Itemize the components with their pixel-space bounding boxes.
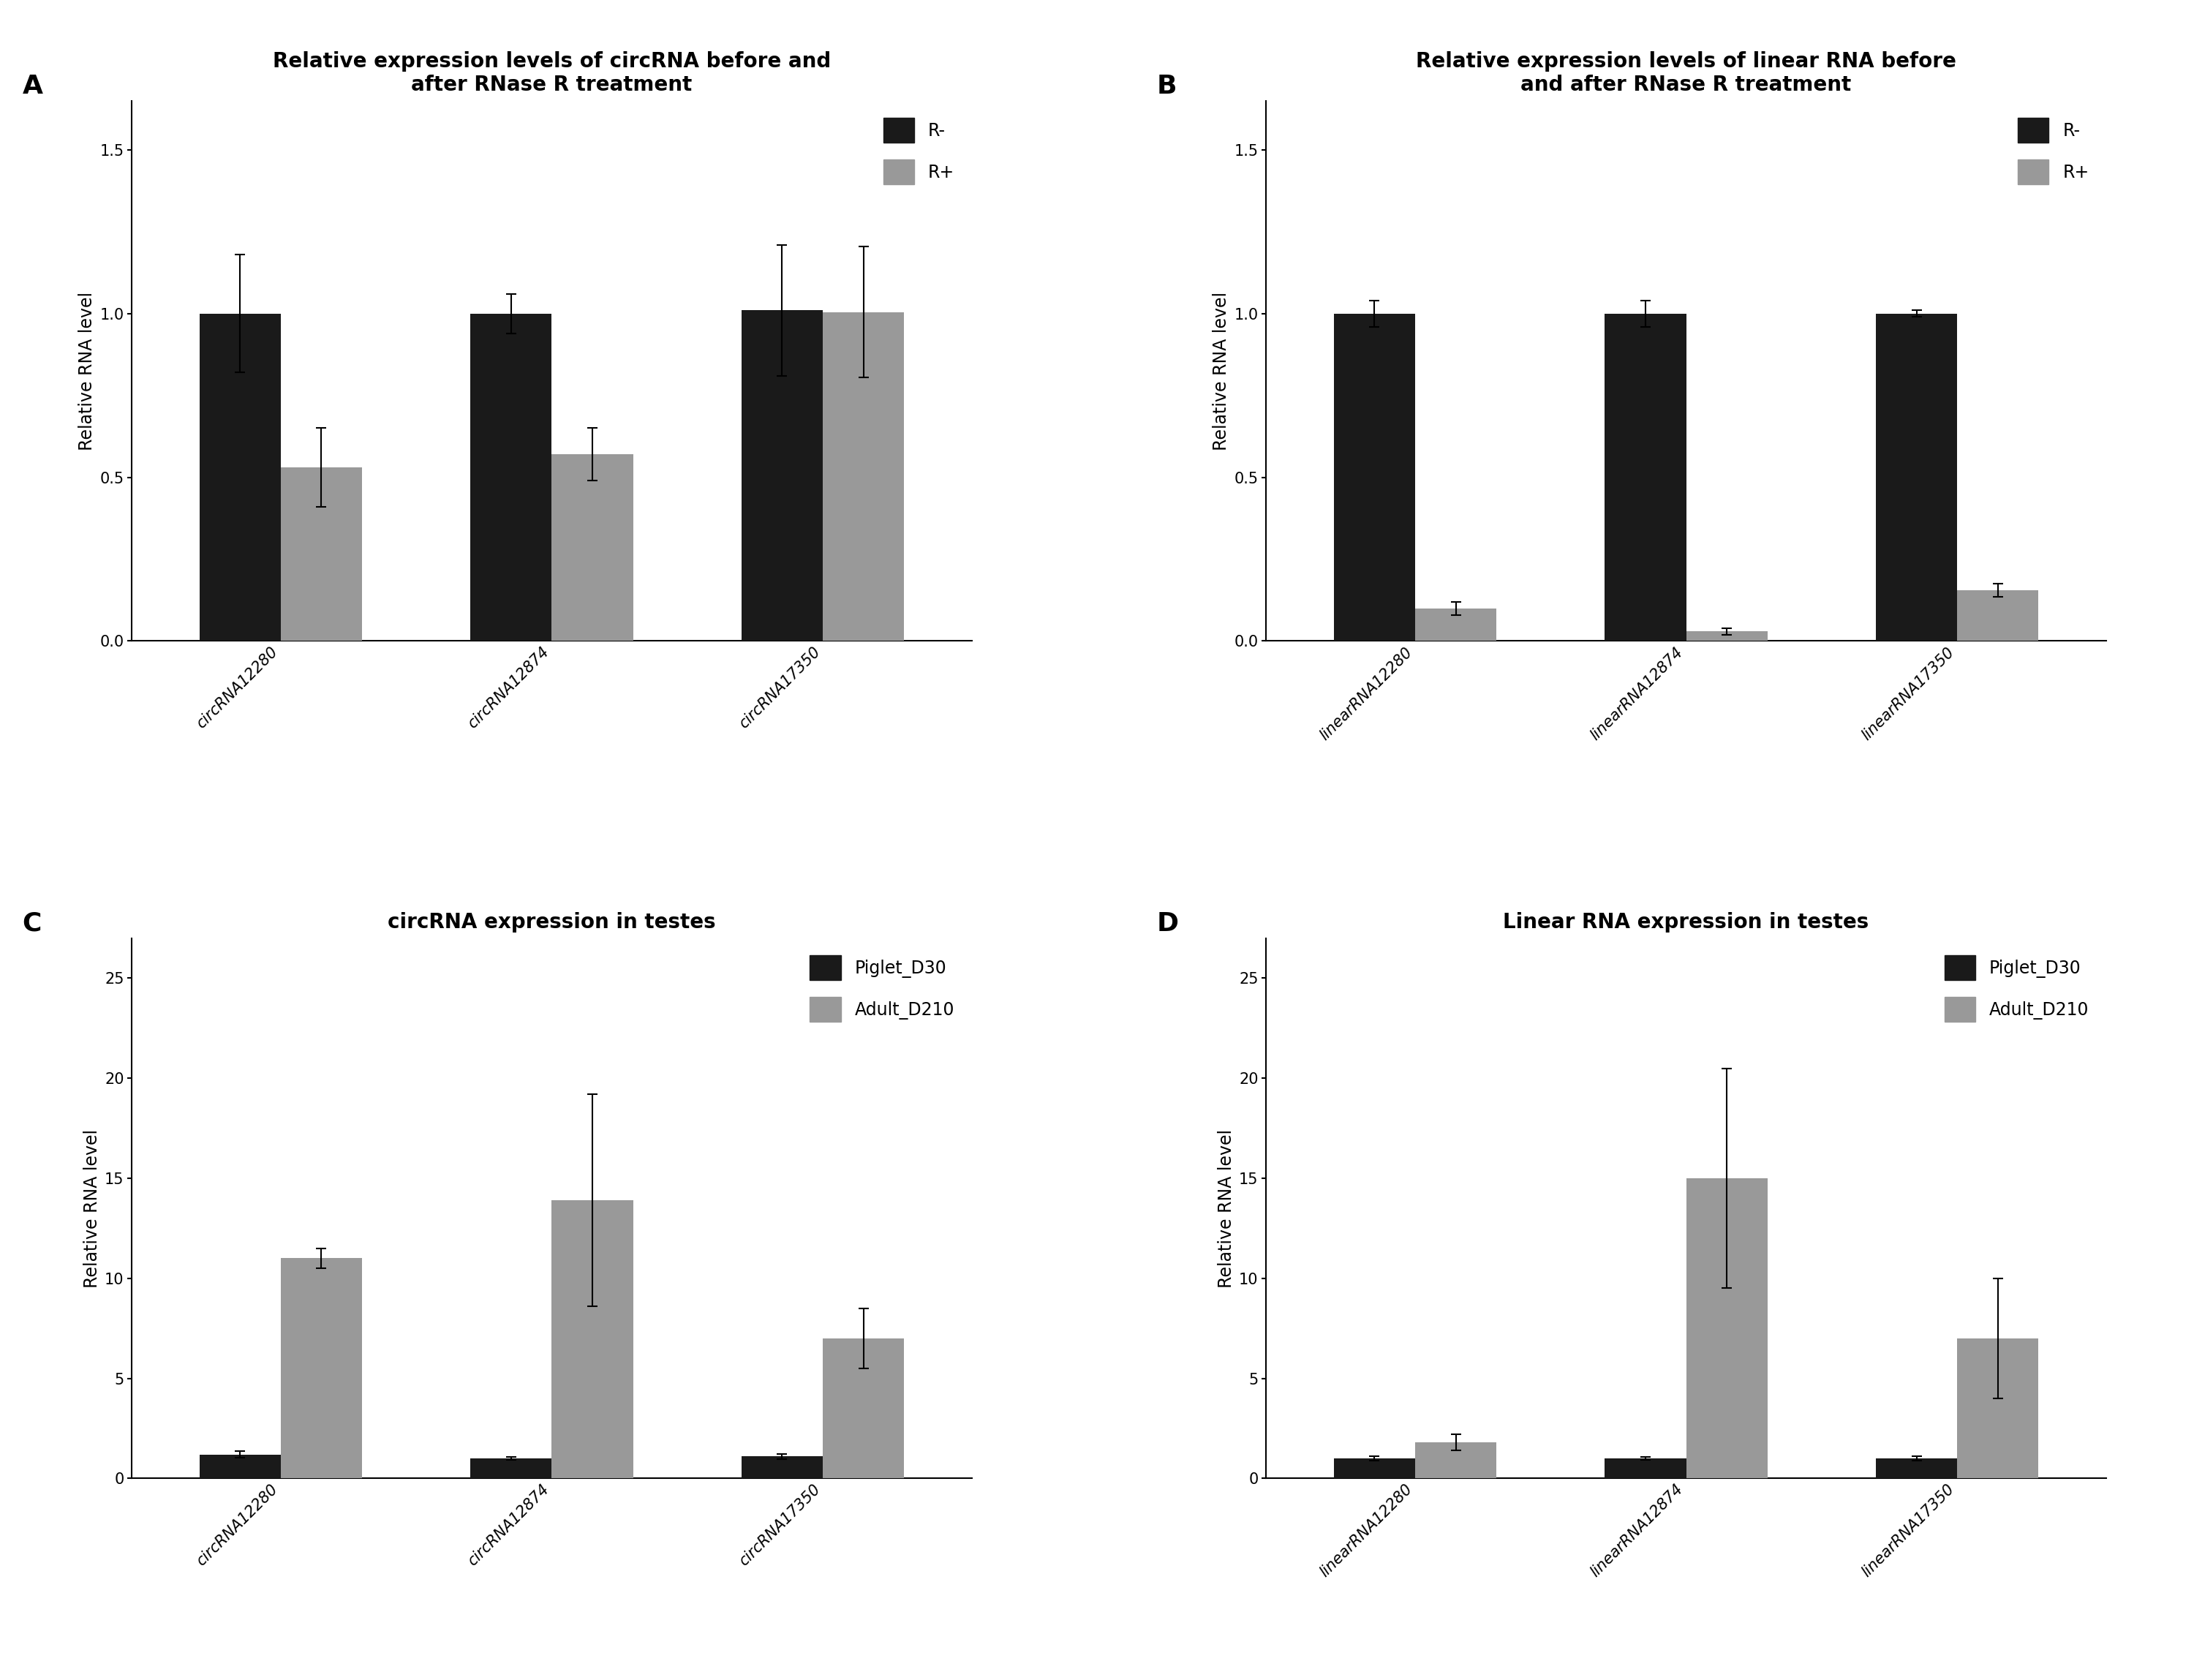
Y-axis label: Relative RNA level: Relative RNA level <box>1218 1129 1235 1287</box>
Text: A: A <box>22 74 44 99</box>
Title: Relative expression levels of circRNA before and
after RNase R treatment: Relative expression levels of circRNA be… <box>272 50 832 96</box>
Bar <box>1334 314 1415 642</box>
Bar <box>1604 314 1687 642</box>
Title: Relative expression levels of linear RNA before
and after RNase R treatment: Relative expression levels of linear RNA… <box>1415 50 1957 96</box>
Bar <box>1334 1458 1415 1478</box>
Bar <box>281 1258 362 1478</box>
Bar <box>470 1458 551 1478</box>
Bar <box>1957 1339 2038 1478</box>
Text: B: B <box>1156 74 1176 99</box>
Title: circRNA expression in testes: circRNA expression in testes <box>388 912 715 932</box>
Bar <box>281 467 362 642</box>
Bar <box>1687 1178 1768 1478</box>
Bar <box>1415 608 1496 642</box>
Bar <box>200 1455 281 1478</box>
Title: Linear RNA expression in testes: Linear RNA expression in testes <box>1503 912 1869 932</box>
Y-axis label: Relative RNA level: Relative RNA level <box>83 1129 101 1287</box>
Bar <box>742 311 823 642</box>
Y-axis label: Relative RNA level: Relative RNA level <box>79 292 97 450</box>
Bar <box>742 1457 823 1478</box>
Legend: R-, R+: R-, R+ <box>875 109 963 193</box>
Legend: Piglet_D30, Adult_D210: Piglet_D30, Adult_D210 <box>1935 948 2097 1030</box>
Y-axis label: Relative RNA level: Relative RNA level <box>1213 292 1231 450</box>
Bar <box>1876 314 1957 642</box>
Legend: R-, R+: R-, R+ <box>2010 109 2097 193</box>
Bar <box>823 1339 904 1478</box>
Text: D: D <box>1156 911 1178 936</box>
Bar <box>200 314 281 642</box>
Bar <box>1876 1458 1957 1478</box>
Text: C: C <box>22 911 42 936</box>
Bar <box>551 1200 634 1478</box>
Bar <box>551 454 634 642</box>
Bar <box>823 312 904 642</box>
Bar <box>1415 1443 1496 1478</box>
Bar <box>1957 590 2038 642</box>
Bar <box>470 314 551 642</box>
Bar <box>1687 632 1768 642</box>
Bar <box>1604 1458 1687 1478</box>
Legend: Piglet_D30, Adult_D210: Piglet_D30, Adult_D210 <box>801 948 963 1030</box>
